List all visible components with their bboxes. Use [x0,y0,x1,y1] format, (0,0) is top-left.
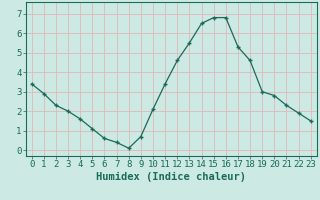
X-axis label: Humidex (Indice chaleur): Humidex (Indice chaleur) [96,172,246,182]
